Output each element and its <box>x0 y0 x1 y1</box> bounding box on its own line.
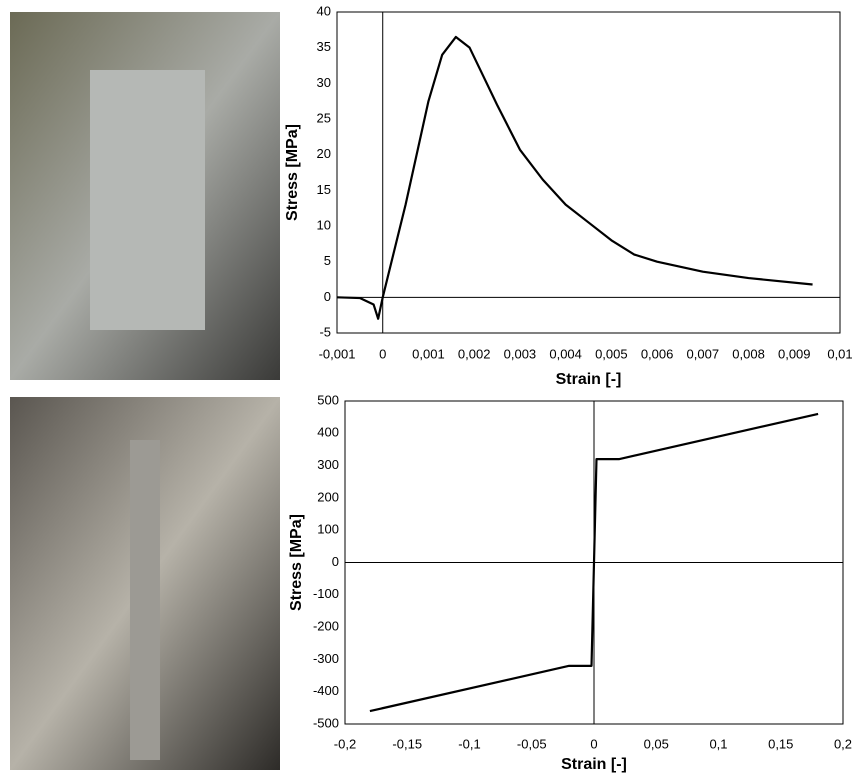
y-tick-label: -200 <box>313 619 339 634</box>
x-tick-label: 0 <box>590 736 597 751</box>
y-tick-label: 500 <box>317 392 339 407</box>
x-tick-label: 0,05 <box>644 736 669 751</box>
x-tick-label: 0 <box>379 346 386 361</box>
y-tick-label: -400 <box>313 683 339 698</box>
x-tick-label: -0,05 <box>517 736 547 751</box>
x-axis-title: Strain [-] <box>561 756 627 773</box>
y-axis-title: Stress [MPa] <box>284 124 301 221</box>
x-tick-label: 0,006 <box>641 346 674 361</box>
y-tick-label: 20 <box>317 146 331 161</box>
x-tick-label: -0,001 <box>319 346 356 361</box>
x-axis-title: Strain [-] <box>556 371 622 388</box>
y-tick-label: 35 <box>317 39 331 54</box>
x-tick-label: 0,002 <box>458 346 491 361</box>
y-tick-label: 0 <box>324 289 331 304</box>
x-tick-label: 0,008 <box>732 346 765 361</box>
y-tick-label: -300 <box>313 651 339 666</box>
y-tick-label: 40 <box>317 3 331 18</box>
y-tick-label: 10 <box>317 217 331 232</box>
y-tick-label: -5 <box>319 324 331 339</box>
photo-specimen <box>130 440 160 760</box>
y-axis-title: Stress [MPa] <box>288 514 305 611</box>
y-tick-label: 100 <box>317 522 339 537</box>
plot-frame <box>336 11 841 334</box>
y-tick-label: 0 <box>332 554 339 569</box>
x-tick-label: 0,15 <box>768 736 793 751</box>
y-tick-label: 5 <box>324 253 331 268</box>
y-tick-label: 15 <box>317 182 331 197</box>
x-tick-label: 0,007 <box>687 346 720 361</box>
x-tick-label: 0,001 <box>412 346 445 361</box>
data-line <box>336 35 813 320</box>
y-tick-label: -500 <box>313 715 339 730</box>
x-tick-label: 0,2 <box>834 736 852 751</box>
x-tick-label: 0,003 <box>504 346 537 361</box>
x-tick-label: -0,2 <box>334 736 356 751</box>
y-tick-label: 200 <box>317 489 339 504</box>
x-tick-label: 0,009 <box>778 346 811 361</box>
x-tick-label: 0,005 <box>595 346 628 361</box>
x-tick-label: 0,1 <box>709 736 727 751</box>
x-tick-label: -0,1 <box>458 736 480 751</box>
y-tick-label: 300 <box>317 457 339 472</box>
data-line <box>369 412 819 713</box>
x-tick-label: 0,01 <box>827 346 852 361</box>
y-tick-label: -100 <box>313 586 339 601</box>
y-tick-label: 400 <box>317 425 339 440</box>
x-tick-label: -0,15 <box>392 736 422 751</box>
y-tick-label: 30 <box>317 75 331 90</box>
x-tick-label: 0,004 <box>549 346 582 361</box>
y-tick-label: 25 <box>317 110 331 125</box>
photo-specimen <box>90 70 205 330</box>
